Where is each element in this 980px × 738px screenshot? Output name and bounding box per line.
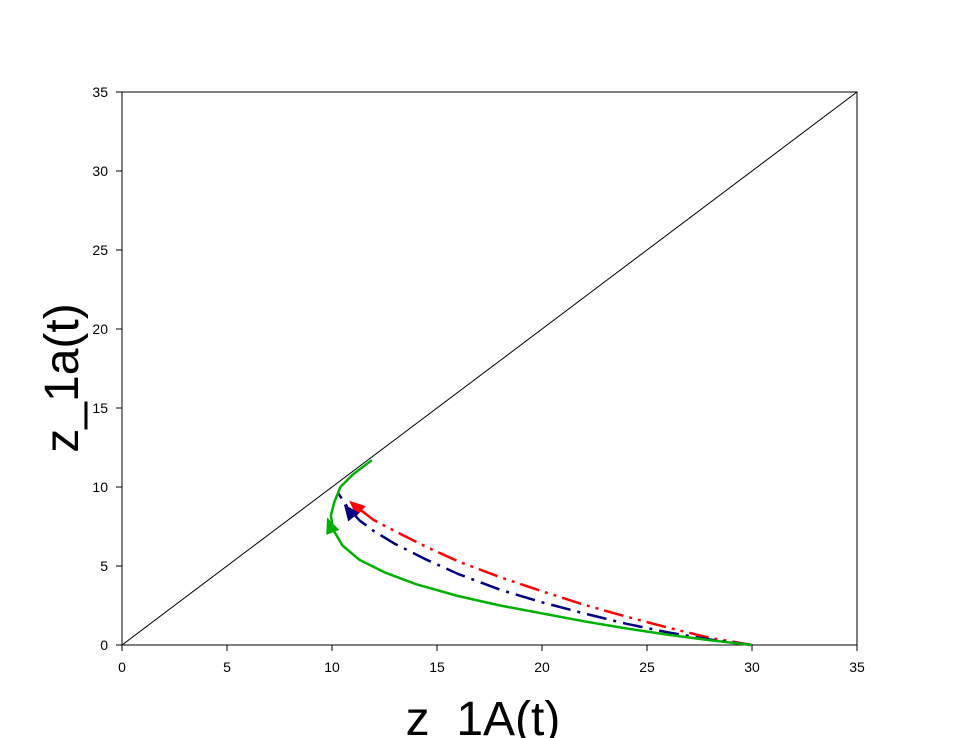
x-tick-label: 35 — [849, 659, 865, 675]
series-arrow-1 — [349, 500, 366, 517]
series-layer — [326, 459, 753, 647]
y-tick-label: 0 — [100, 637, 108, 653]
series-line-2 — [337, 492, 753, 647]
series-line-1 — [349, 498, 753, 647]
x-tick-label: 15 — [429, 659, 445, 675]
y-tick-label: 25 — [92, 242, 108, 258]
y-axis-title: z_1a(t) — [36, 303, 89, 452]
reference-line — [121, 91, 858, 646]
y-tick-label: 5 — [100, 558, 108, 574]
x-tick-label: 25 — [639, 659, 655, 675]
x-tick-label: 10 — [324, 659, 340, 675]
series-arrow-3 — [326, 517, 340, 535]
x-tick-label: 5 — [223, 659, 231, 675]
x-tick-label: 30 — [744, 659, 760, 675]
x-tick-label: 0 — [118, 659, 126, 675]
y-tick-label: 30 — [92, 163, 108, 179]
x-axis-title: z_1A(t) — [406, 693, 561, 738]
y-tick-label: 10 — [92, 479, 108, 495]
plot-frame — [121, 91, 858, 646]
y-tick-label: 20 — [92, 321, 108, 337]
x-axis-ticks: 0 5 10 15 20 25 30 35 — [118, 645, 865, 675]
series-line-3 — [329, 459, 753, 647]
x-tick-label: 20 — [534, 659, 550, 675]
y-tick-label: 15 — [92, 400, 108, 416]
y-axis-ticks: 0 5 10 15 20 25 30 35 — [92, 84, 122, 653]
series-arrow-2 — [343, 504, 360, 522]
y-tick-label: 35 — [92, 84, 108, 100]
